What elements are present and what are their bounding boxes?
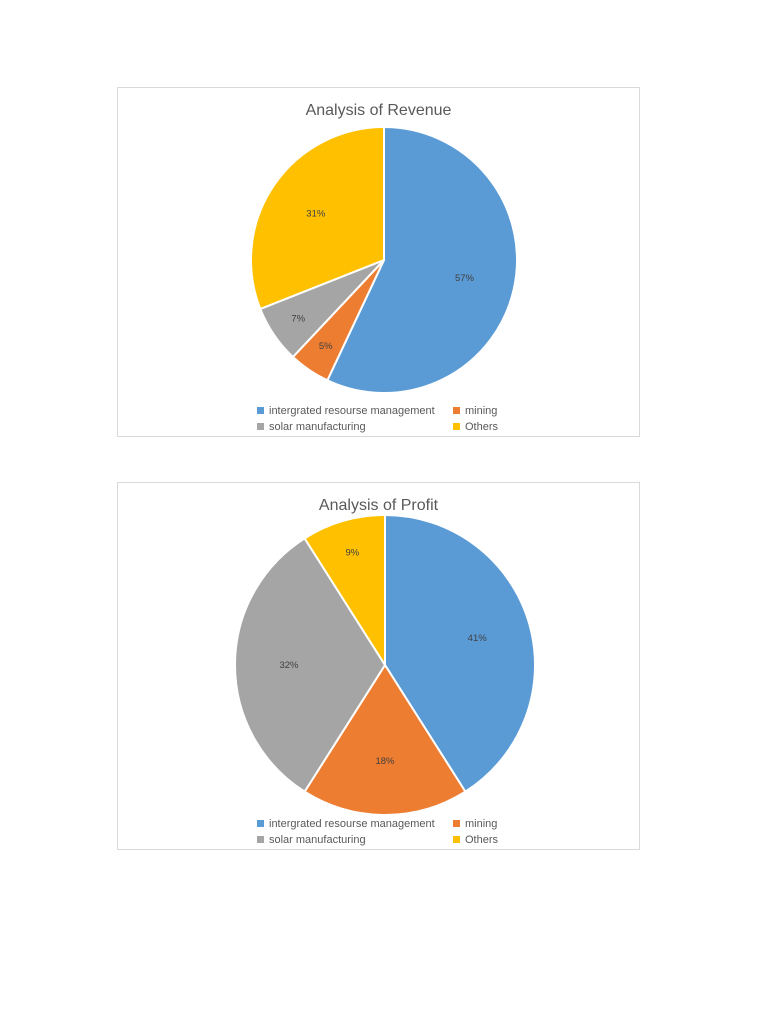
- legend-swatch: [453, 836, 460, 843]
- legend-item-mining: mining: [453, 404, 497, 418]
- slice-integrated-resource-management: [326, 125, 518, 394]
- legend-item-solar-manufacturing: solar manufacturing: [257, 420, 366, 434]
- legend-label: Others: [465, 834, 499, 846]
- revenue-pie: 57% 5% 7% 31%: [250, 125, 518, 394]
- revenue-chart: Analysis of Revenue 57% 5% 7% 31% intergrat…: [117, 87, 640, 437]
- legend-item-mining: mining: [453, 817, 497, 831]
- slice-data-label: 9%: [345, 548, 359, 559]
- slice-others: [250, 125, 385, 311]
- profit-chart: Analysis of Profit 41% 18% 32% 9% intergrat…: [117, 482, 640, 850]
- slice-data-label: 5%: [319, 341, 333, 352]
- legend-item-others: Others: [453, 833, 498, 847]
- legend-swatch: [257, 836, 264, 843]
- legend-swatch: [453, 407, 460, 414]
- legend-label: mining: [465, 405, 498, 417]
- legend-item-others: Others: [453, 420, 498, 434]
- slice-solar-manufacturing: [234, 536, 387, 794]
- legend-label: mining: [465, 818, 498, 830]
- legend-swatch: [453, 820, 460, 827]
- slice-mining: [303, 663, 467, 816]
- legend-label: intergrated resourse management: [269, 405, 435, 417]
- slice-data-label: 18%: [375, 756, 395, 767]
- slice-data-label: 7%: [291, 313, 305, 324]
- legend-item-integrated-resource-management: intergrated resourse management: [257, 404, 435, 418]
- slice-others: [303, 513, 386, 669]
- legend-swatch: [453, 423, 460, 430]
- legend-swatch: [257, 423, 264, 430]
- slice-data-label: 41%: [468, 633, 488, 644]
- legend-swatch: [257, 820, 264, 827]
- legend-swatch: [257, 407, 264, 414]
- legend-item-solar-manufacturing: solar manufacturing: [257, 833, 366, 847]
- slice-data-label: 57%: [455, 273, 475, 284]
- profit-pie: 41% 18% 32% 9%: [234, 513, 536, 816]
- slice-data-label: 31%: [306, 209, 326, 220]
- legend-label: intergrated resourse management: [269, 818, 435, 830]
- revenue-chart-title: Analysis of Revenue: [305, 102, 452, 119]
- legend-item-integrated-resource-management: intergrated resourse management: [257, 817, 435, 831]
- legend-label: Others: [465, 421, 499, 433]
- legend-label: solar manufacturing: [269, 421, 366, 433]
- slice-data-label: 32%: [279, 660, 299, 671]
- legend-label: solar manufacturing: [269, 834, 366, 846]
- profit-chart-title: Analysis of Profit: [318, 497, 439, 514]
